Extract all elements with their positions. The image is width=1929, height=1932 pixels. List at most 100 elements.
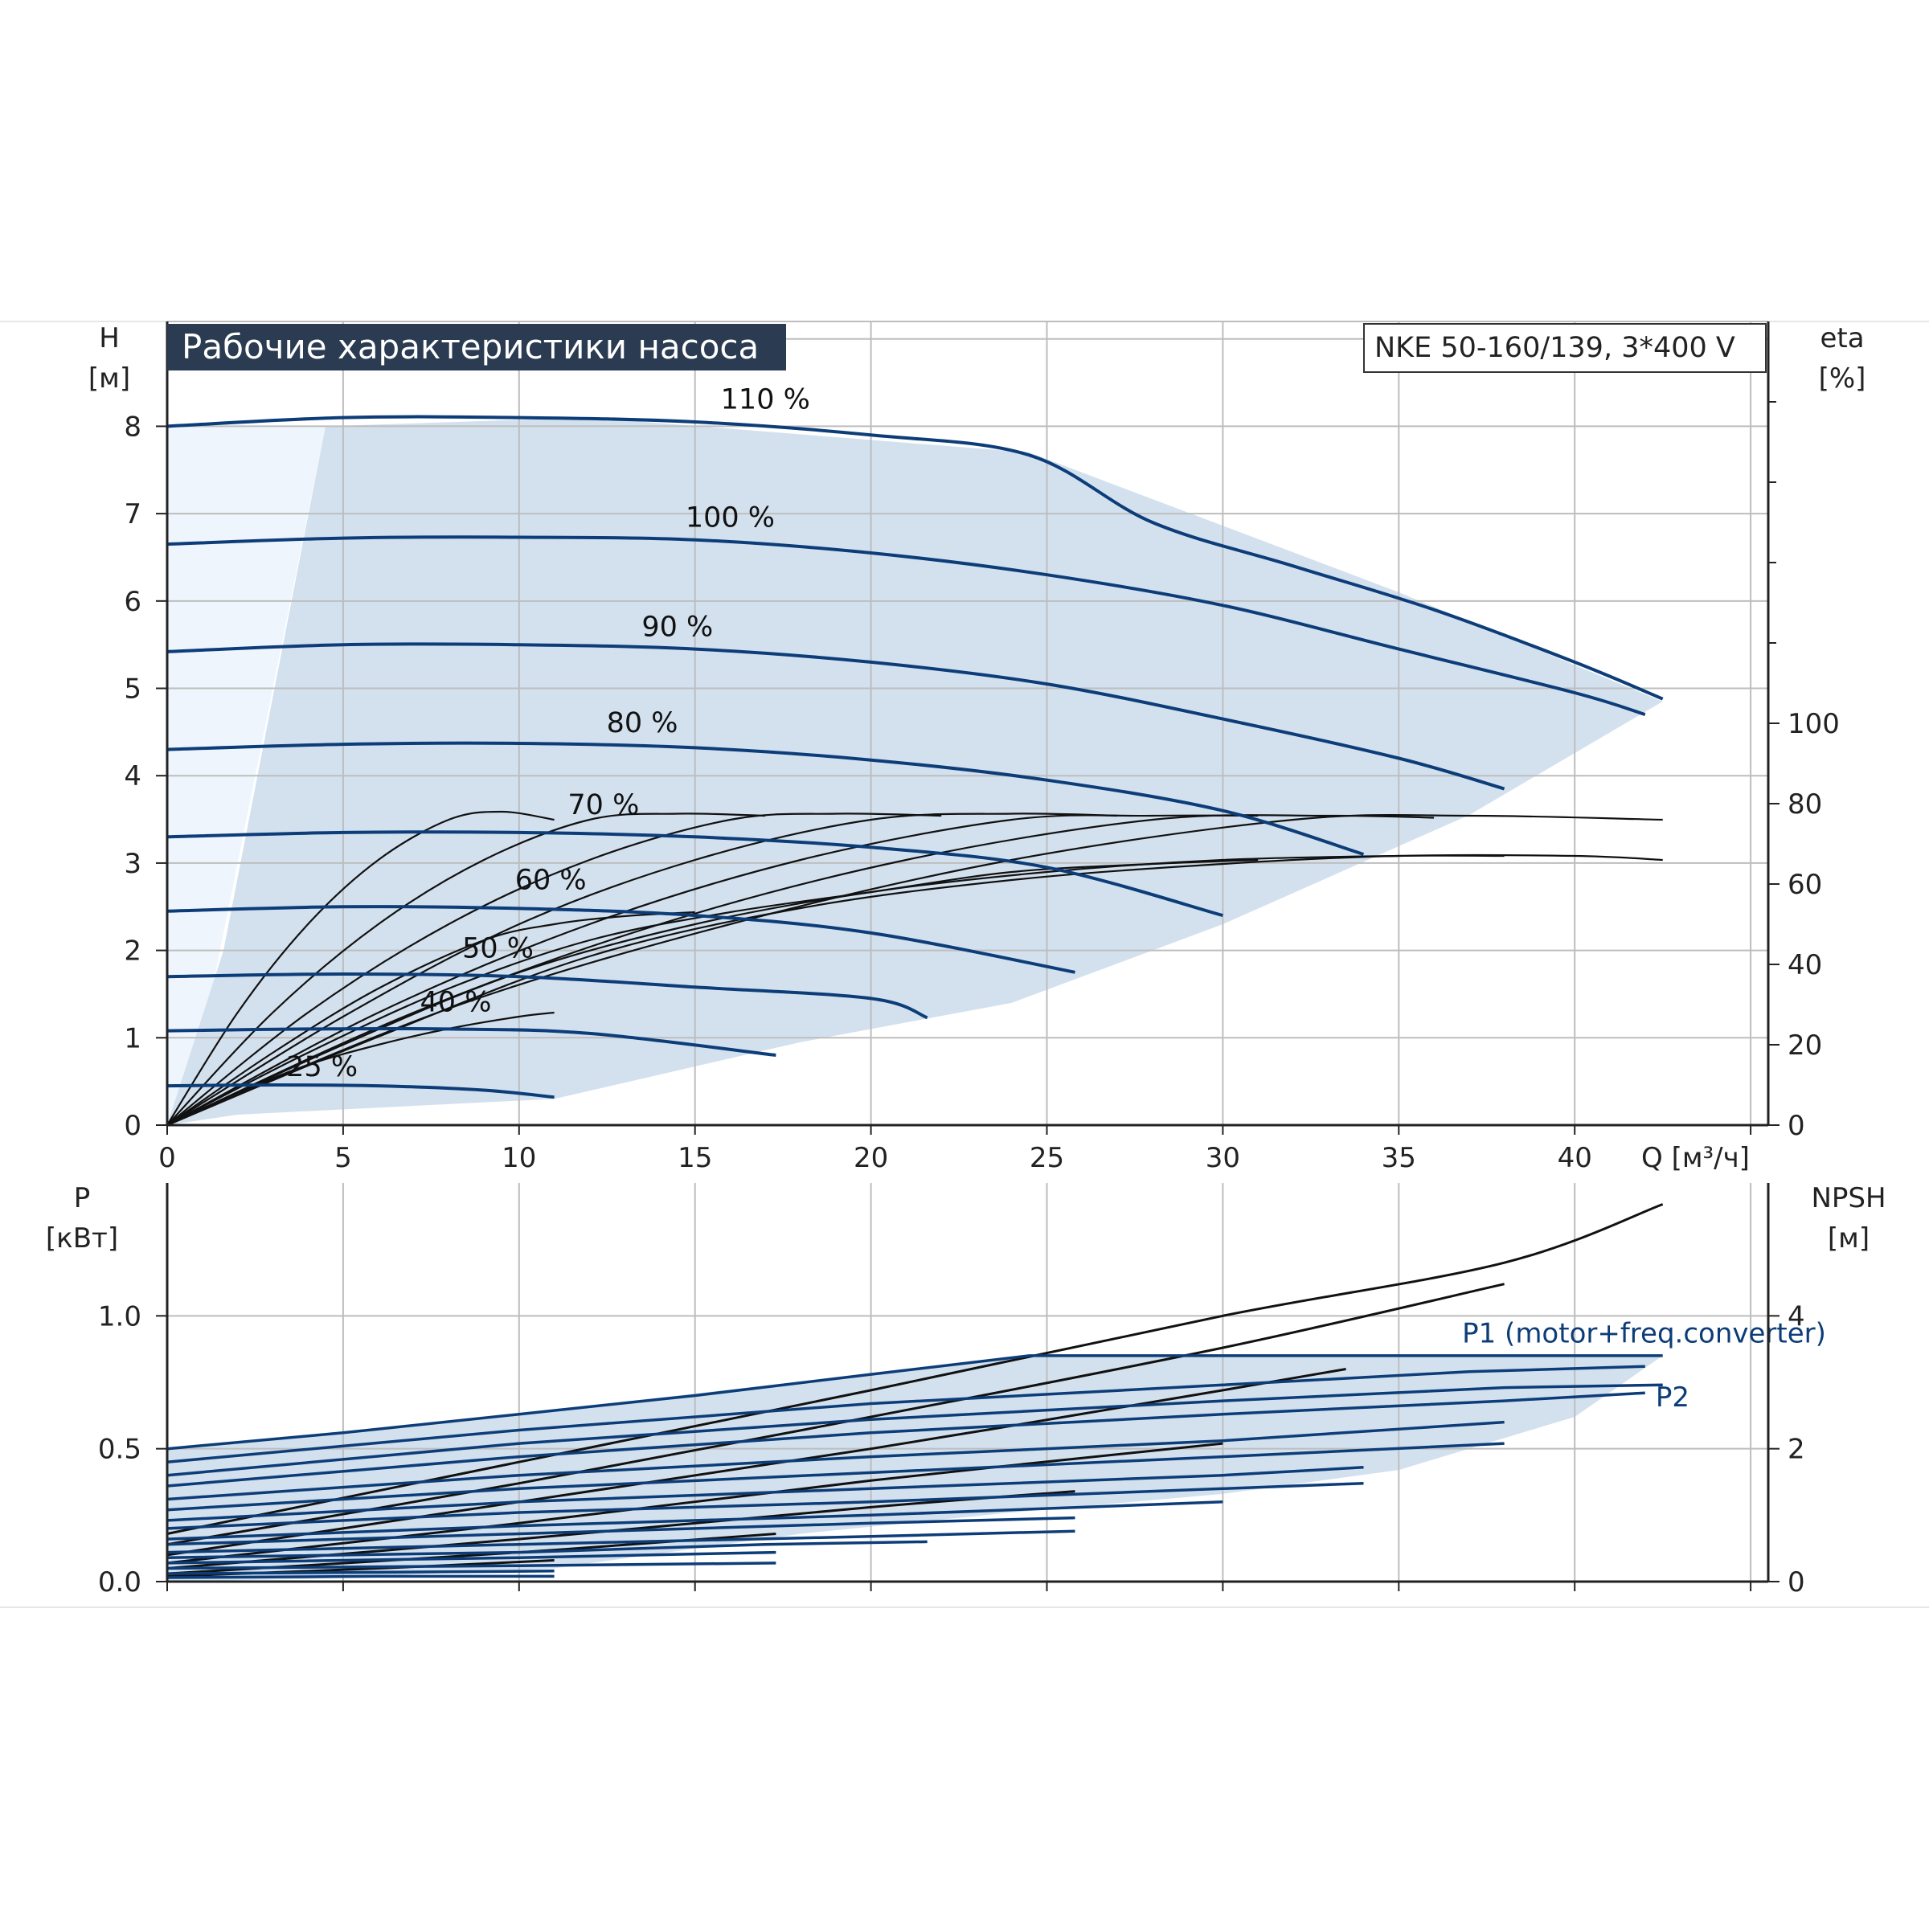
y2-tick-label: 60	[1788, 869, 1822, 901]
model-label: NKE 50-160/139, 3*400 V	[1374, 332, 1735, 364]
power-curve	[166, 1500, 1223, 1541]
speed-curve-label: 100 %	[686, 501, 775, 534]
npsh-tick-label: 0	[1788, 1566, 1805, 1598]
p-axis-title: P	[74, 1182, 91, 1214]
power-curve	[166, 1354, 1663, 1451]
y2-tick-label: 20	[1788, 1029, 1822, 1062]
y2-tick-label: 0	[1788, 1110, 1805, 1142]
power-curve	[166, 1466, 1364, 1522]
y2-tick-label: 40	[1788, 949, 1822, 981]
efficiency-curve	[166, 1011, 555, 1126]
x-tick-label: 0	[158, 1142, 176, 1174]
speed-curve-label: 25 %	[286, 1051, 358, 1083]
efficiency-curves	[166, 810, 1663, 1127]
power-curves	[166, 1354, 1663, 1579]
speed-curve-label: 90 %	[641, 611, 713, 643]
speed-curve-label: 50 %	[462, 932, 534, 964]
y-tick-label: 3	[124, 848, 141, 880]
speed-curve	[166, 741, 1365, 856]
head-plot: 110 % 100 % 90 % 80 % 70 % 60 % 50 % 40 % 25 % 0…	[88, 321, 1866, 1174]
x-tick-label: 10	[502, 1142, 536, 1174]
speed-curve	[166, 972, 928, 1020]
p-tick-label: 0.0	[98, 1566, 141, 1598]
efficiency-curve	[166, 810, 555, 1126]
power-series-label: P1 (motor+freq.converter)	[1462, 1317, 1826, 1349]
y-tick-label: 6	[124, 586, 141, 618]
x-tick-label: 5	[334, 1142, 352, 1174]
y-axis-title: H	[99, 322, 120, 354]
y-axis-unit: [м]	[88, 362, 130, 395]
power-curve	[166, 1516, 1075, 1546]
p-tick-label: 0.5	[98, 1434, 141, 1466]
speed-curve-label: 60 %	[515, 865, 587, 897]
power-curve	[166, 1574, 555, 1579]
y-tick-label: 0	[124, 1110, 141, 1142]
y2-axis-unit: [%]	[1819, 362, 1866, 395]
efficiency-curve	[166, 813, 766, 1126]
x-axis-title: Q [м³/ч]	[1641, 1142, 1750, 1174]
npsh-axis-unit: [м]	[1828, 1222, 1870, 1255]
power-plot: P1 (motor+freq.converter) P2 0.0 0.5 1.0 0 2 4…	[46, 1182, 1886, 1598]
power-curve	[166, 1481, 1364, 1530]
speed-curve	[166, 1026, 776, 1057]
y-tick-label: 5	[124, 673, 141, 706]
npsh-curve	[166, 1203, 1664, 1535]
y-tick-label: 2	[124, 935, 141, 968]
speed-curve-label: 70 %	[567, 789, 639, 821]
speed-curve-label: 80 %	[607, 707, 678, 739]
speed-curve	[166, 1083, 555, 1099]
efficiency-curve	[166, 813, 942, 1126]
npsh-tick-label: 4	[1788, 1300, 1805, 1332]
speed-curve	[166, 535, 1646, 717]
x-tick-label: 40	[1558, 1142, 1592, 1174]
power-curve	[166, 1420, 1505, 1501]
speed-curves	[166, 415, 1664, 1099]
p-tick-label: 1.0	[98, 1300, 141, 1332]
y2-tick-label: 100	[1788, 708, 1840, 740]
power-curve	[166, 1529, 1075, 1554]
efficiency-curve	[166, 813, 1118, 1126]
p-axis-unit: [кВт]	[46, 1222, 118, 1255]
model-box	[1363, 323, 1767, 373]
x-tick-label: 30	[1206, 1142, 1240, 1174]
speed-curve	[166, 415, 1664, 701]
efficiency-curve	[166, 853, 1663, 1127]
power-curve	[166, 1365, 1645, 1463]
power-series-labels: P1 (motor+freq.converter) P2	[1462, 1317, 1826, 1413]
y-tick-label: 1	[124, 1022, 141, 1054]
head-operating-area	[167, 417, 1663, 1125]
x-tick-label: 25	[1030, 1142, 1064, 1174]
speed-curve-labels: 110 % 100 % 90 % 80 % 70 % 60 % 50 % 40 % 25 %	[286, 384, 810, 1083]
title-box	[167, 324, 786, 370]
speed-curve	[166, 905, 1075, 974]
x-tick-label: 15	[678, 1142, 712, 1174]
npsh-axis-title: NPSH	[1811, 1182, 1886, 1214]
y-tick-label: 8	[124, 411, 141, 443]
y2-axis-title: eta	[1820, 322, 1864, 354]
efficiency-curve	[166, 911, 695, 1126]
x-tick-label: 20	[854, 1142, 888, 1174]
npsh-curve	[166, 1368, 1346, 1557]
speed-curve-label: 40 %	[420, 987, 492, 1019]
efficiency-curve	[166, 814, 1259, 1126]
npsh-curve	[166, 1283, 1505, 1546]
y-tick-label: 4	[124, 760, 141, 792]
speed-curve-label: 110 %	[721, 384, 810, 416]
power-curve	[166, 1383, 1663, 1477]
y2-tick-label: 80	[1788, 788, 1822, 821]
power-series-label: P2	[1656, 1381, 1689, 1414]
speed-curve	[166, 642, 1505, 791]
power-curve	[166, 1562, 776, 1570]
efficiency-curve	[166, 858, 1259, 1126]
power-curve	[166, 1550, 776, 1565]
x-tick-label: 35	[1382, 1142, 1416, 1174]
operating-area	[167, 417, 1663, 1125]
npsh-tick-label: 2	[1788, 1434, 1805, 1466]
power-curve	[166, 1570, 555, 1575]
y-tick-label: 7	[124, 498, 141, 530]
power-curve	[166, 1540, 928, 1559]
efficiency-curve	[166, 814, 1435, 1127]
